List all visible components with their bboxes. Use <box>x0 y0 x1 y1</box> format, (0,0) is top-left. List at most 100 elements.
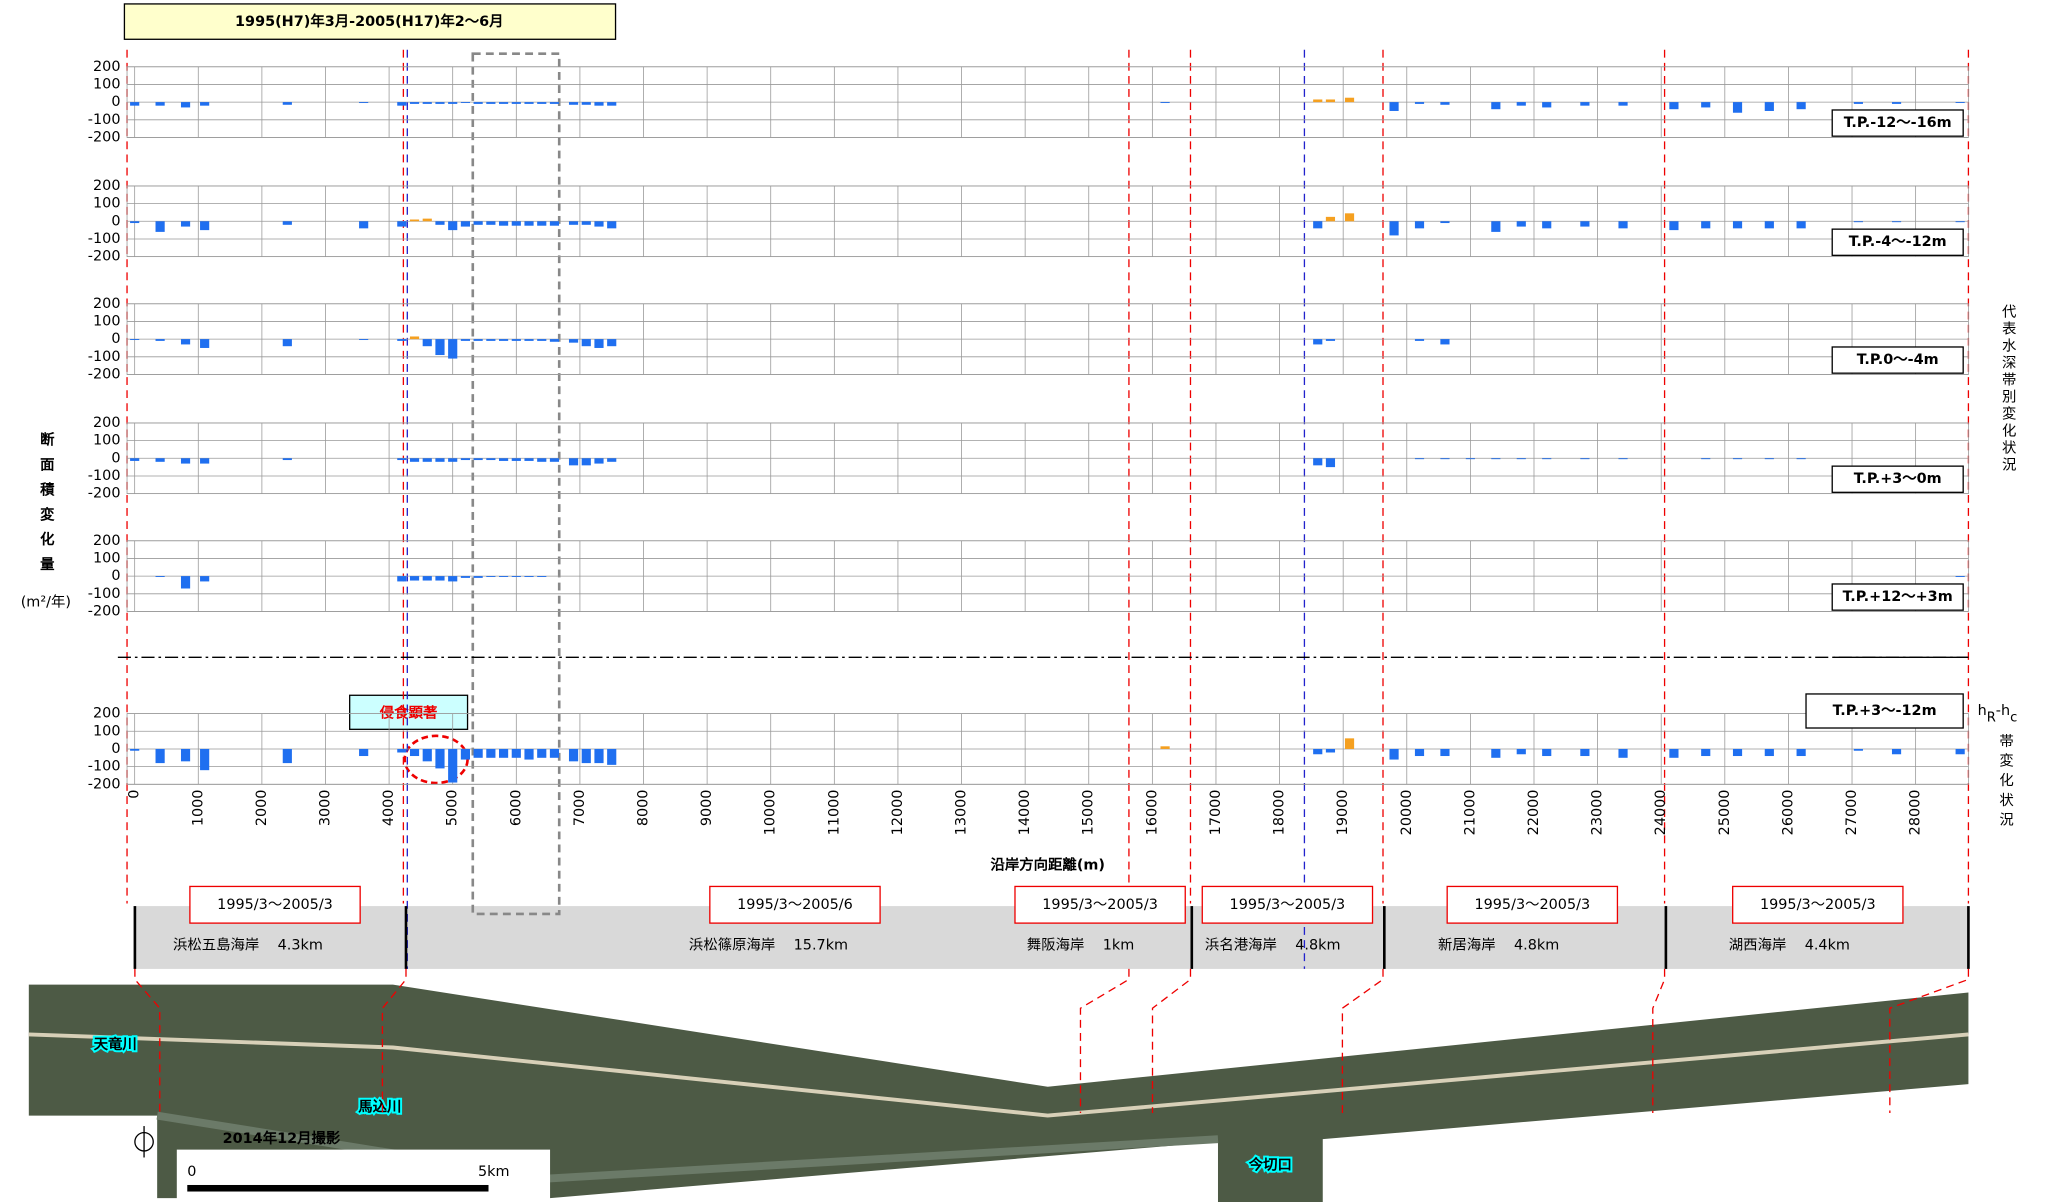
y-tick-label: 0 <box>111 568 120 584</box>
bar <box>180 748 191 762</box>
beach <box>28 1032 1969 1118</box>
title-box <box>123 3 617 40</box>
bar <box>1580 221 1590 227</box>
x-tick-label: 24000 <box>1653 790 1669 836</box>
bar <box>511 221 521 226</box>
bar <box>460 102 471 104</box>
period-box <box>1014 885 1186 924</box>
y-tick-label: 0 <box>111 213 120 229</box>
bar <box>460 458 471 461</box>
connector <box>1079 968 1130 1113</box>
y-tick-label: -100 <box>88 468 121 484</box>
bar <box>1313 339 1323 345</box>
connector <box>134 968 161 1113</box>
bar <box>180 339 191 345</box>
erosion-box <box>349 694 469 730</box>
bar <box>537 748 547 758</box>
x-tick-label: 27000 <box>1844 790 1860 836</box>
y-tick-label: 100 <box>93 433 120 449</box>
bar <box>1516 458 1526 460</box>
bar <box>435 102 445 104</box>
bar <box>1389 748 1399 760</box>
bar <box>1891 748 1902 755</box>
segment-length: 4.3km <box>278 937 323 953</box>
bar <box>1796 221 1806 229</box>
bar <box>1853 102 1863 104</box>
bar <box>180 576 191 589</box>
panel-label-box <box>1805 693 1964 729</box>
bar <box>1701 221 1711 229</box>
bar <box>1618 221 1628 229</box>
y-tick-label: -100 <box>88 112 121 128</box>
bar <box>1955 221 1965 223</box>
river-label: 馬込川 <box>358 1098 401 1116</box>
bar <box>1580 748 1590 757</box>
y-tick-label: -200 <box>88 603 121 619</box>
bar <box>549 339 560 342</box>
connector <box>1889 968 1970 1113</box>
bar <box>1313 99 1323 103</box>
segment-length: 1km <box>1103 937 1135 953</box>
segment-name: 湖西海岸 <box>1729 936 1787 953</box>
bar <box>1440 221 1450 224</box>
y-tick-label: 200 <box>93 415 120 431</box>
bar <box>498 576 509 578</box>
bar <box>498 102 509 104</box>
bar <box>1389 102 1399 111</box>
x-tick-label: 1000 <box>190 790 206 827</box>
bar <box>200 221 210 231</box>
y-tick-label: 100 <box>93 723 120 739</box>
bar <box>1732 221 1743 229</box>
bar <box>1313 748 1323 755</box>
bar <box>1414 339 1425 341</box>
bar <box>1891 102 1902 104</box>
bar <box>435 339 445 356</box>
bar <box>524 748 534 760</box>
bar <box>1344 738 1355 749</box>
bar <box>549 748 560 758</box>
bar <box>473 102 483 104</box>
bar <box>200 576 210 582</box>
bar <box>1701 748 1711 757</box>
bar <box>581 339 591 347</box>
bar <box>155 576 165 578</box>
photo-date: 2014年12月撮影 <box>223 1129 341 1147</box>
segment-length: 15.7km <box>794 937 848 953</box>
plot-frame <box>126 540 1969 612</box>
bar <box>607 221 617 229</box>
bar <box>1516 748 1526 755</box>
bar <box>282 339 292 347</box>
bar <box>1542 221 1552 229</box>
bar <box>1325 458 1336 468</box>
inlet-label: 今切口 <box>1248 1155 1292 1173</box>
bar <box>594 339 604 348</box>
bar <box>568 221 579 225</box>
bar <box>448 576 458 582</box>
bar <box>607 748 617 765</box>
bar <box>1491 221 1501 232</box>
bar <box>448 748 458 783</box>
x-tick-label: 3000 <box>317 790 333 827</box>
bar <box>473 221 483 225</box>
bar <box>1325 748 1336 753</box>
panel-label: T.P.0～-4m <box>1857 352 1939 368</box>
bar <box>460 339 471 341</box>
bar <box>1618 458 1628 460</box>
connector <box>1652 968 1666 1113</box>
bar <box>397 339 407 341</box>
panel-label: T.P.-4～-12m <box>1849 234 1947 250</box>
x-tick-label: 18000 <box>1272 790 1288 836</box>
bar <box>1313 221 1323 229</box>
bar <box>498 748 509 758</box>
bar <box>549 221 560 226</box>
bar <box>397 458 407 461</box>
bar <box>435 576 445 581</box>
y-tick-label: -100 <box>88 586 121 602</box>
bar <box>511 102 521 104</box>
bar <box>155 102 165 106</box>
connector <box>381 968 407 1113</box>
period-box <box>1446 885 1619 924</box>
bar <box>409 102 420 104</box>
y-tick-label: 0 <box>111 450 120 466</box>
bar <box>498 458 509 461</box>
